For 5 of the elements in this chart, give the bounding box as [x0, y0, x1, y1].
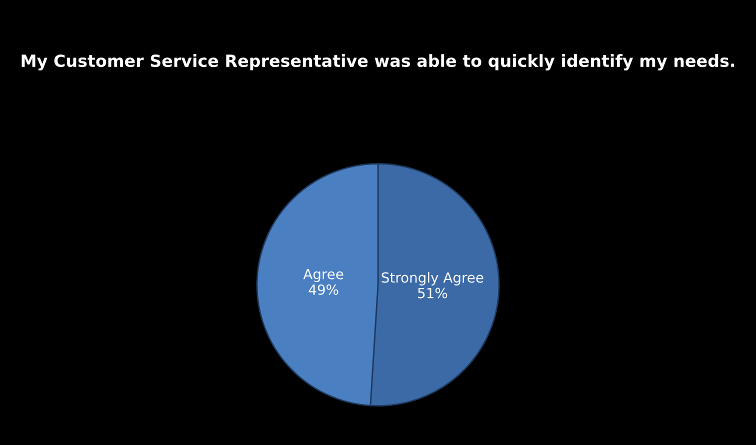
data-label: 51% — [418, 288, 448, 298]
chart-title: My Customer Service Representative was able to quickly identify my needs. — [22, 54, 734, 70]
data-label: 49% — [308, 284, 338, 295]
slice-label: Agree — [303, 269, 344, 282]
slice-label: Strongly Agree — [382, 272, 484, 286]
